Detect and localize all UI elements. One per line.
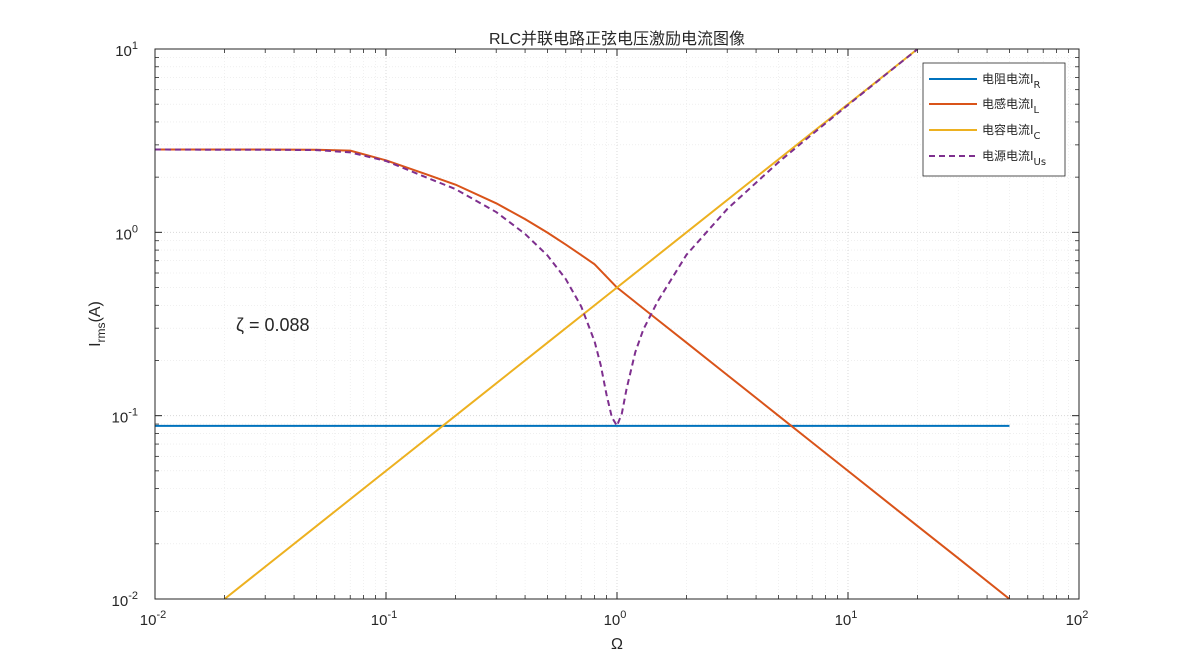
x-tick-label-base: 10	[835, 612, 852, 629]
legend-box	[922, 62, 1066, 177]
x-tick-label-exp: 0	[620, 609, 626, 621]
series-capacitor-current	[223, 49, 919, 599]
x-tick-label: 100	[604, 609, 627, 629]
series-inductor-current	[155, 148, 1011, 599]
x-tick-labels: 10-2 10-1 100 101 102	[140, 609, 1089, 629]
x-tick-label-base: 10	[1066, 612, 1083, 629]
y-tick-label: 10-1	[112, 407, 138, 427]
y-tick-label: 100	[115, 223, 138, 243]
y-tick-label-exp: -1	[128, 407, 138, 419]
x-tick-label: 10-1	[371, 609, 397, 629]
y-tick-label-exp: 1	[132, 40, 138, 52]
legend: 电阻电流IR 电感电流IL 电容电流IC 电源电流IUs	[922, 62, 1066, 177]
y-tick-label: 101	[115, 40, 138, 60]
y-tick-label-base: 10	[115, 226, 132, 243]
y-tick-label-exp: 0	[132, 223, 138, 235]
x-axis-label: Ω	[611, 636, 623, 653]
x-tick-label-exp: -1	[387, 609, 397, 621]
y-tick-label-exp: -2	[128, 590, 138, 602]
y-axis-label-suffix: (A)	[87, 301, 104, 322]
legend-label-source: 电源电流IUs	[982, 149, 1046, 168]
y-tick-label-base: 10	[112, 410, 129, 427]
series-layer	[155, 49, 1011, 599]
x-tick-label: 101	[835, 609, 858, 629]
y-axis-label-sub: rms	[94, 322, 108, 342]
legend-label-inductor: 电感电流IL	[982, 96, 1040, 116]
x-tick-label-base: 10	[140, 612, 157, 629]
tick-marks	[154, 48, 1080, 600]
y-axis-label: Irms(A)	[87, 301, 108, 347]
y-tick-label-base: 10	[115, 43, 132, 60]
x-tick-label-base: 10	[371, 612, 388, 629]
legend-label-resistor: 电阻电流IR	[982, 72, 1041, 91]
legend-entry-capacitor: 电容电流IC	[929, 122, 1041, 142]
series-source-current	[155, 49, 919, 427]
legend-entry-inductor: 电感电流IL	[929, 96, 1040, 116]
legend-entry-source: 电源电流IUs	[929, 149, 1046, 168]
chart-title: RLC并联电路正弦电压激励电流图像	[489, 30, 745, 48]
x-tick-label-exp: 1	[851, 609, 857, 621]
x-tick-label-exp: -2	[156, 609, 166, 621]
legend-label-capacitor: 电容电流IC	[982, 122, 1041, 142]
damping-annotation: ζ = 0.088	[236, 315, 310, 335]
x-tick-label-exp: 2	[1082, 609, 1088, 621]
y-tick-label: 10-2	[112, 590, 138, 610]
x-tick-label: 10-2	[140, 609, 166, 629]
y-tick-label-base: 10	[112, 593, 129, 610]
x-tick-label: 102	[1066, 609, 1089, 629]
y-axis-label-base: I	[87, 342, 104, 346]
legend-entry-resistor: 电阻电流IR	[929, 72, 1041, 91]
x-tick-label-base: 10	[604, 612, 621, 629]
